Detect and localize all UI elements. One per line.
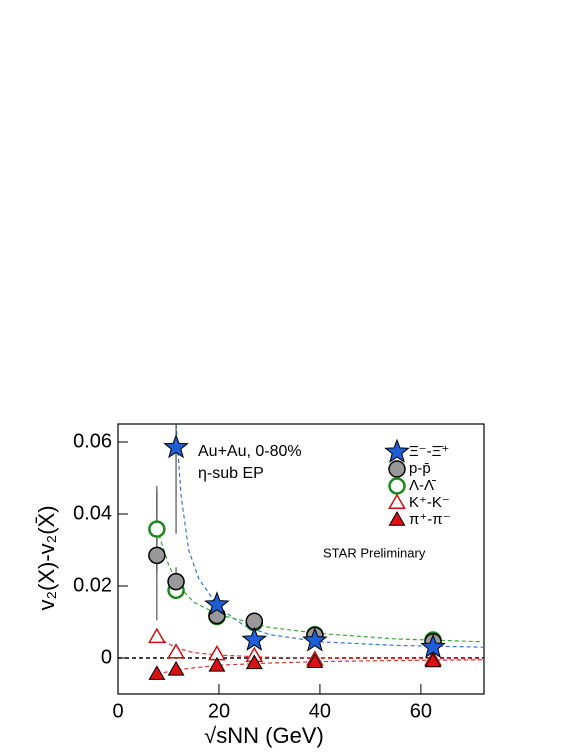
- legend-label: Ξ⁻-Ξ̄⁺: [409, 443, 449, 460]
- fit-curve: [175, 424, 484, 648]
- legend-marker: [388, 460, 406, 478]
- legend-marker: [388, 510, 406, 526]
- star-marker: [163, 433, 189, 459]
- legend-label: K⁺-K⁻: [409, 494, 450, 511]
- plot-area: [147, 424, 484, 680]
- legend-marker: [388, 493, 406, 509]
- open-triangle-marker: [147, 627, 166, 644]
- triangle-marker: [148, 665, 166, 680]
- circle-marker: [148, 546, 166, 565]
- annotation: η-sub EP: [198, 465, 264, 482]
- triangle-marker: [306, 653, 324, 669]
- star-marker: [204, 591, 230, 616]
- circle-marker: [167, 572, 185, 591]
- fit-curve: [156, 528, 484, 643]
- y-tick-label: 0: [101, 646, 112, 668]
- y-tick-label: 0.06: [73, 430, 112, 452]
- x-tick-label: 60: [410, 700, 432, 722]
- y-tick-label: 0.02: [73, 574, 112, 596]
- triangle-marker: [424, 652, 442, 668]
- open-triangle-marker: [167, 643, 185, 659]
- legend-label: p-p̄: [409, 460, 431, 477]
- legend-label: π⁺-π⁻: [409, 511, 451, 528]
- triangle-marker: [208, 656, 226, 672]
- annotation: STAR Preliminary: [323, 545, 426, 560]
- x-tick-label: 20: [208, 700, 230, 722]
- x-tick-label: 40: [309, 700, 331, 722]
- legend-label: Λ-Λ̄: [409, 477, 436, 494]
- annotation: Au+Au, 0-80%: [198, 443, 302, 460]
- legend-marker: [384, 438, 410, 463]
- legend-marker: [388, 477, 406, 495]
- x-tick-label: 0: [112, 700, 123, 722]
- triangle-marker: [167, 660, 185, 676]
- star-marker: [302, 627, 328, 652]
- x-axis-label: √sNN (GeV): [204, 723, 324, 748]
- triangle-marker: [245, 654, 263, 670]
- y-tick-label: 0.04: [73, 502, 112, 524]
- star-marker: [241, 626, 268, 651]
- star-marker: [420, 633, 446, 659]
- y-axis-label: v₂(X)-v₂(X̄): [34, 505, 59, 610]
- open-circle-marker: [148, 520, 166, 538]
- plot-frame: [117, 423, 485, 695]
- fit-curve: [156, 659, 484, 675]
